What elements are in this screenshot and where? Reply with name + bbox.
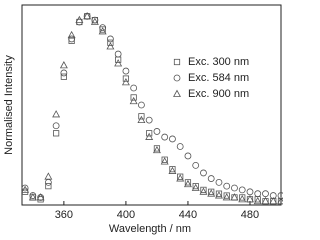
legend-label: Exc. 900 nm: [188, 88, 249, 100]
marker-triangle: [152, 145, 161, 154]
marker-circle: [238, 186, 246, 194]
marker-triangle: [173, 89, 181, 97]
marker-square: [107, 39, 114, 46]
marker-triangle: [238, 195, 247, 203]
marker-triangle: [214, 191, 223, 199]
marker-circle: [184, 152, 192, 160]
marker-circle: [60, 69, 68, 77]
x-tick-label: 480: [241, 209, 259, 221]
marker-circle: [173, 74, 181, 82]
marker-square: [130, 94, 137, 101]
marker-triangle: [222, 193, 231, 201]
marker-triangle: [207, 189, 216, 197]
marker-square: [173, 58, 181, 66]
marker-square: [53, 130, 60, 137]
marker-square: [146, 130, 153, 137]
marker-circle: [107, 35, 114, 43]
marker-triangle: [230, 193, 239, 201]
marker-triangle: [21, 185, 30, 193]
marker-triangle: [106, 42, 115, 50]
marker-square: [60, 73, 67, 80]
marker-square: [169, 166, 176, 173]
marker-triangle: [44, 172, 53, 180]
marker-triangle: [160, 157, 169, 165]
marker-circle: [99, 24, 107, 32]
marker-circle: [207, 175, 215, 182]
marker-triangle: [191, 183, 200, 191]
marker-circle: [29, 192, 37, 199]
marker-circle: [21, 184, 29, 192]
marker-circle: [192, 161, 200, 169]
marker-square: [122, 75, 130, 82]
marker-triangle: [168, 166, 177, 174]
marker-circle: [231, 184, 238, 192]
marker-circle: [269, 192, 277, 199]
marker-circle: [262, 190, 269, 198]
marker-triangle: [90, 17, 99, 25]
marker-square: [208, 188, 215, 195]
marker-triangle: [28, 193, 37, 201]
marker-square: [177, 173, 184, 180]
marker-triangle: [114, 59, 123, 67]
marker-circle: [223, 182, 231, 190]
x-tick-label: 400: [117, 209, 135, 221]
marker-triangle: [183, 179, 192, 188]
marker-triangle: [277, 196, 283, 205]
marker-square: [161, 156, 168, 163]
marker-triangle: [269, 196, 278, 205]
marker-circle: [176, 143, 184, 150]
marker-triangle: [36, 193, 45, 201]
marker-circle: [254, 190, 262, 198]
marker-triangle: [83, 11, 92, 20]
legend-label: Exc. 300 nm: [188, 56, 249, 68]
marker-square: [215, 190, 223, 197]
marker-square: [45, 183, 52, 190]
marker-circle: [122, 67, 130, 75]
marker-square: [138, 113, 145, 120]
marker-triangle: [137, 115, 146, 123]
marker-triangle: [261, 196, 270, 205]
x-axis-label: Wavelength / nm: [109, 223, 191, 235]
marker-circle: [161, 133, 169, 141]
marker-circle: [91, 16, 99, 24]
marker-square: [192, 183, 199, 190]
x-tick-label: 440: [179, 209, 197, 221]
marker-triangle: [129, 96, 138, 105]
marker-triangle: [98, 27, 107, 35]
marker-circle: [277, 192, 283, 199]
x-tick-label: 360: [55, 209, 73, 221]
marker-triangle: [75, 15, 84, 23]
marker-circle: [145, 116, 153, 124]
marker-circle: [68, 35, 76, 43]
marker-triangle: [67, 30, 76, 39]
marker-circle: [153, 128, 161, 135]
legend-label: Exc. 584 nm: [188, 72, 249, 84]
marker-circle: [246, 188, 254, 196]
marker-circle: [114, 50, 122, 58]
plot-frame: [21, 4, 282, 206]
marker-circle: [215, 178, 223, 186]
marker-square: [239, 194, 246, 201]
marker-triangle: [176, 174, 185, 182]
chart: Wavelength / nm Normalised Intensity 360…: [3, 4, 283, 235]
marker-circle: [169, 135, 176, 143]
marker-triangle: [59, 61, 68, 69]
marker-triangle: [199, 187, 208, 195]
marker-circle: [130, 84, 138, 92]
marker-triangle: [145, 132, 154, 140]
marker-square: [223, 192, 230, 199]
marker-circle: [200, 169, 207, 177]
marker-square: [200, 186, 207, 194]
marker-triangle: [52, 110, 61, 118]
marker-square: [184, 179, 192, 186]
y-axis-label: Normalised Intensity: [3, 55, 15, 155]
marker-circle: [52, 122, 60, 130]
marker-circle: [138, 101, 145, 109]
marker-circle: [44, 178, 52, 186]
marker-triangle: [253, 196, 262, 205]
marker-triangle: [246, 195, 254, 203]
marker-triangle: [121, 78, 130, 86]
marker-square: [153, 145, 161, 152]
